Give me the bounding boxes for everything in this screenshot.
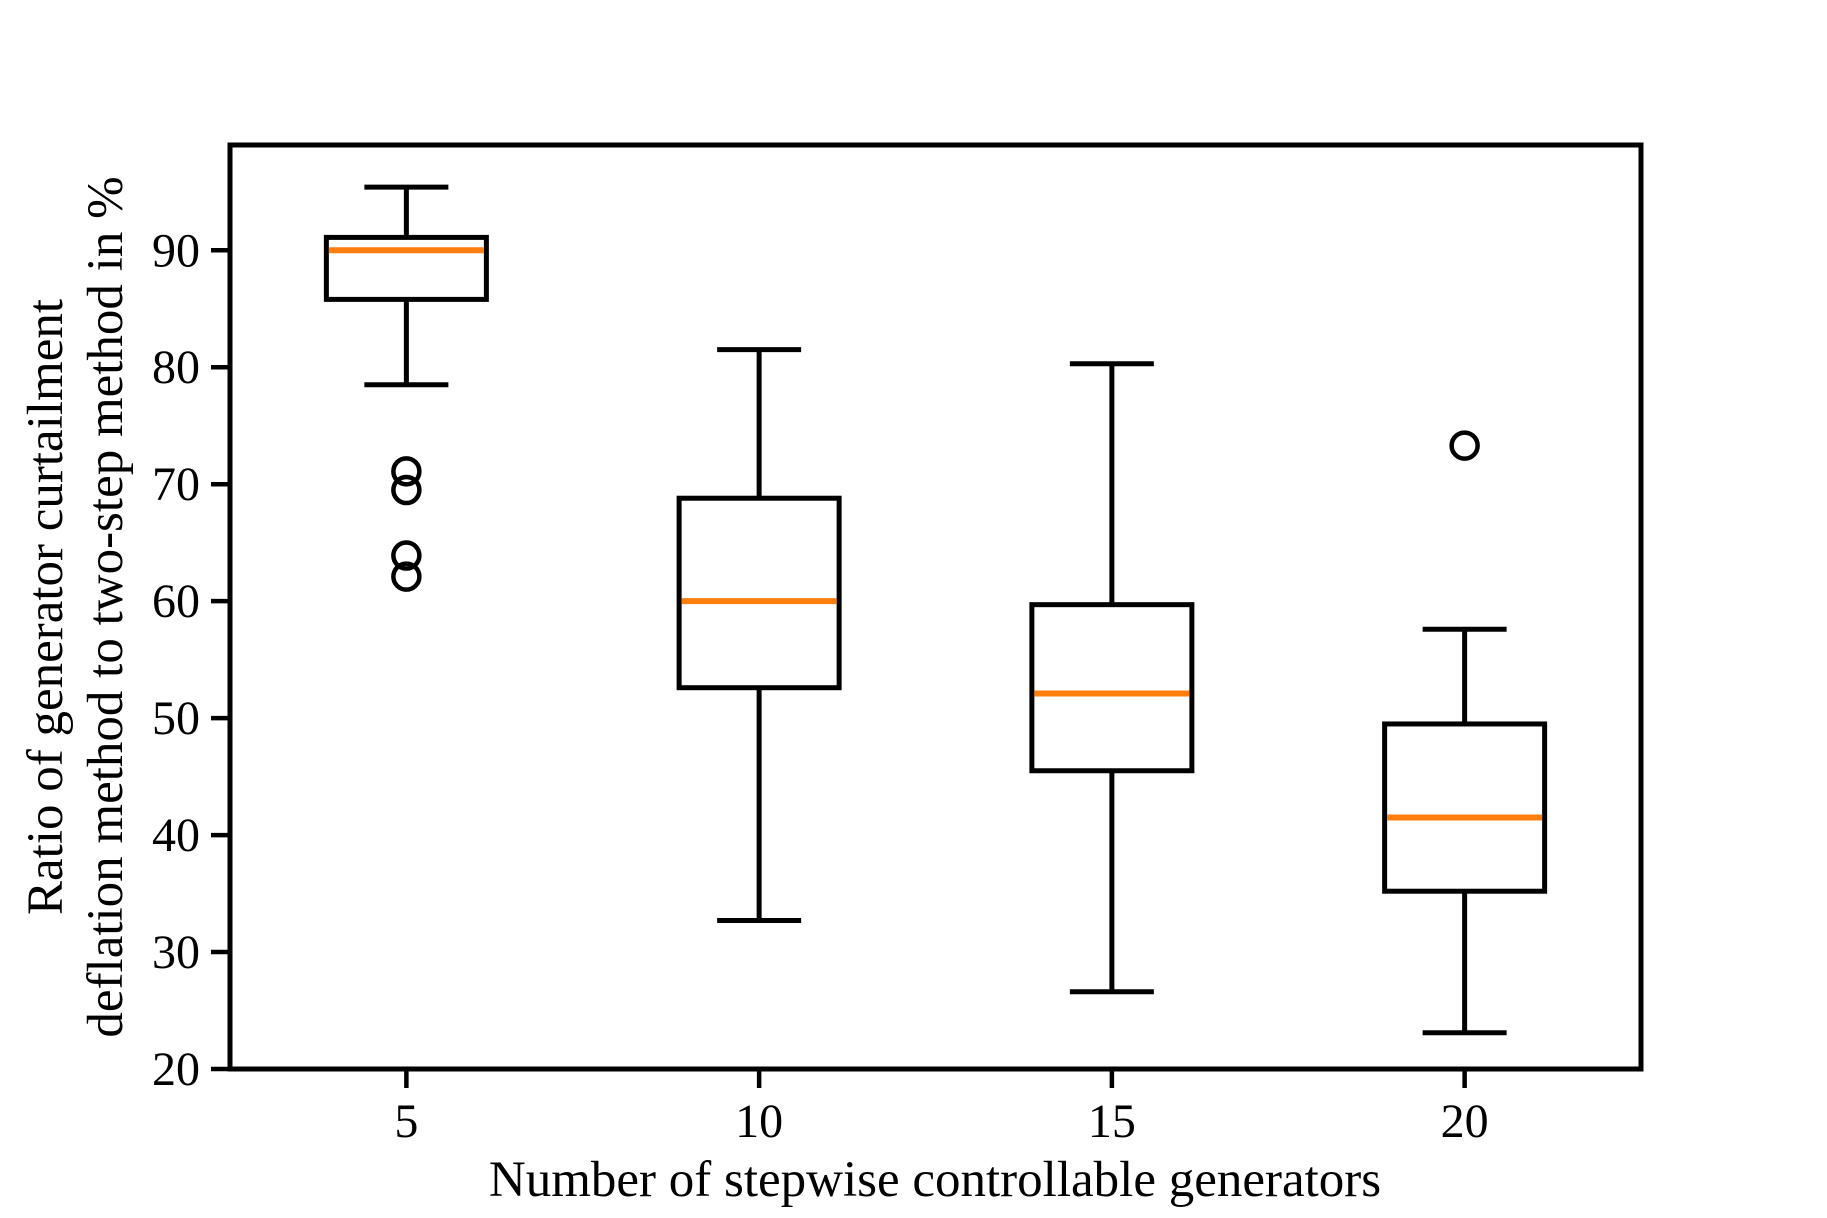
y-tick-label: 30 bbox=[152, 926, 200, 979]
x-axis-title: Number of stepwise controllable generato… bbox=[489, 1152, 1381, 1208]
x-axis-ticks bbox=[404, 1069, 1467, 1088]
box-group bbox=[1029, 361, 1195, 995]
outlier-point bbox=[391, 561, 422, 592]
y-tick-label: 50 bbox=[152, 692, 200, 745]
x-tick-label: 5 bbox=[394, 1095, 418, 1148]
iqr-box bbox=[1382, 721, 1548, 894]
iqr-box bbox=[676, 495, 842, 691]
y-tick-label: 60 bbox=[152, 575, 200, 628]
y-tick-label: 70 bbox=[152, 458, 200, 511]
y-tick-label: 40 bbox=[152, 809, 200, 862]
y-tick-label: 90 bbox=[152, 224, 200, 277]
outlier-point bbox=[391, 456, 422, 487]
y-axis-tick-labels: 20 30 40 50 60 70 80 90 bbox=[152, 224, 200, 1096]
plot-area-frame bbox=[227, 142, 1644, 1072]
box-whisker-glyphs bbox=[323, 184, 1548, 1036]
outlier-point bbox=[391, 474, 422, 506]
y-tick-label: 80 bbox=[152, 341, 200, 394]
x-tick-label: 20 bbox=[1441, 1095, 1489, 1148]
iqr-box bbox=[323, 234, 489, 302]
box-group bbox=[1382, 430, 1548, 1036]
box-group bbox=[676, 347, 842, 923]
x-axis-tick-labels: 5 10 15 20 bbox=[394, 1095, 1488, 1148]
iqr-box bbox=[1029, 602, 1195, 774]
x-tick-label: 15 bbox=[1088, 1095, 1136, 1148]
outlier-point bbox=[391, 540, 422, 571]
outlier-point bbox=[1449, 430, 1480, 461]
box-group bbox=[323, 184, 489, 592]
y-tick-label: 20 bbox=[152, 1043, 200, 1096]
y-axis-title-line1: Ratio of generator curtailment bbox=[18, 299, 74, 915]
y-axis-title-line2: deflation method to two-step method in % bbox=[78, 176, 134, 1037]
y-axis-ticks bbox=[211, 248, 230, 1072]
x-tick-label: 10 bbox=[735, 1095, 783, 1148]
